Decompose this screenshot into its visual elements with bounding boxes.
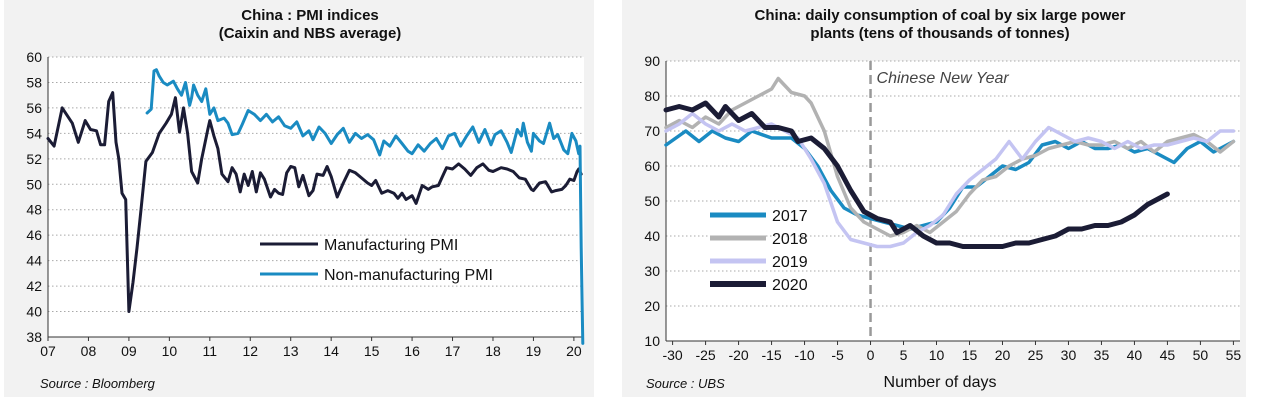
- y-tick-label: 38: [26, 329, 42, 345]
- y-tick-label: 44: [26, 253, 42, 269]
- y-tick-label: 80: [644, 88, 660, 104]
- x-tick-label: -30: [662, 347, 682, 363]
- x-tick-label: 10: [162, 343, 178, 359]
- chart-title: China: daily consumption of coal by six …: [755, 7, 1126, 24]
- annotation-label: Chinese New Year: [877, 70, 1010, 87]
- y-tick-label: 40: [26, 304, 42, 320]
- y-tick-label: 30: [644, 263, 660, 279]
- y-tick-label: 90: [644, 53, 660, 69]
- pmi-chart: China : PMI indices(Caixin and NBS avera…: [26, 7, 585, 391]
- x-tick-label: -10: [794, 347, 814, 363]
- legend-label: Non-manufacturing PMI: [324, 267, 493, 284]
- x-tick-label: 30: [1061, 347, 1077, 363]
- x-tick-label: 13: [283, 343, 299, 359]
- x-tick-label: 50: [1193, 347, 1209, 363]
- y-tick-label: 50: [644, 193, 660, 209]
- x-tick-label: -25: [695, 347, 715, 363]
- y-tick-label: 58: [26, 74, 42, 90]
- plot-area: [48, 57, 584, 337]
- x-tick-label: 18: [485, 343, 501, 359]
- coal-chart-panel: China: daily consumption of coal by six …: [622, 0, 1246, 397]
- source-note: Source : Bloomberg: [40, 376, 156, 391]
- y-tick-label: 10: [644, 333, 660, 349]
- y-tick-label: 50: [26, 176, 42, 192]
- y-tick-label: 56: [26, 100, 42, 116]
- x-tick-label: 09: [121, 343, 137, 359]
- x-tick-label: 15: [962, 347, 978, 363]
- x-tick-label: 40: [1127, 347, 1143, 363]
- chart-title: China : PMI indices: [241, 7, 379, 24]
- y-tick-label: 48: [26, 202, 42, 218]
- x-tick-label: 55: [1226, 347, 1242, 363]
- y-tick-label: 42: [26, 278, 42, 294]
- x-tick-label: 14: [323, 343, 339, 359]
- coal-chart: China: daily consumption of coal by six …: [644, 7, 1242, 391]
- chart-subtitle: plants (tens of thousands of tonnes): [810, 25, 1069, 42]
- x-tick-label: 19: [526, 343, 542, 359]
- x-tick-label: 0: [867, 347, 875, 363]
- y-tick-label: 52: [26, 151, 42, 167]
- x-tick-label: 5: [900, 347, 908, 363]
- legend-label: 2020: [772, 277, 808, 294]
- x-tick-label: 45: [1160, 347, 1176, 363]
- x-tick-label: 11: [203, 343, 218, 359]
- x-tick-label: 15: [364, 343, 380, 359]
- y-tick-label: 70: [644, 123, 660, 139]
- source-note: Source : UBS: [646, 376, 725, 391]
- x-tick-label: 08: [81, 343, 97, 359]
- legend-label: Manufacturing PMI: [324, 237, 458, 254]
- x-tick-label: 20: [995, 347, 1011, 363]
- x-tick-label: -5: [831, 347, 844, 363]
- x-tick-label: 25: [1028, 347, 1044, 363]
- y-tick-label: 46: [26, 227, 42, 243]
- x-tick-label: -20: [728, 347, 748, 363]
- x-tick-label: 16: [404, 343, 420, 359]
- legend-label: 2019: [772, 254, 808, 271]
- x-tick-label: -15: [761, 347, 781, 363]
- legend-label: 2017: [772, 208, 808, 225]
- series-line: [663, 100, 1170, 249]
- x-tick-label: 20: [566, 343, 582, 359]
- x-tick-label: 12: [242, 343, 258, 359]
- pmi-chart-panel: China : PMI indices (Caixin and NBS avera…: [4, 0, 594, 397]
- x-tick-label: 10: [929, 347, 945, 363]
- x-tick-label: 17: [445, 343, 461, 359]
- y-tick-label: 54: [26, 125, 42, 141]
- series-line: [145, 68, 585, 345]
- chart-subtitle: (Caixin and NBS average): [219, 25, 402, 42]
- series-line: [46, 91, 583, 313]
- x-axis-label: Number of days: [884, 374, 997, 391]
- y-tick-label: 60: [26, 49, 42, 65]
- legend-label: 2018: [772, 231, 808, 248]
- y-tick-label: 20: [644, 298, 660, 314]
- series-line: [664, 111, 1236, 249]
- x-tick-label: 35: [1094, 347, 1110, 363]
- y-tick-label: 60: [644, 158, 660, 174]
- x-tick-label: 07: [40, 343, 56, 359]
- y-tick-label: 40: [644, 228, 660, 244]
